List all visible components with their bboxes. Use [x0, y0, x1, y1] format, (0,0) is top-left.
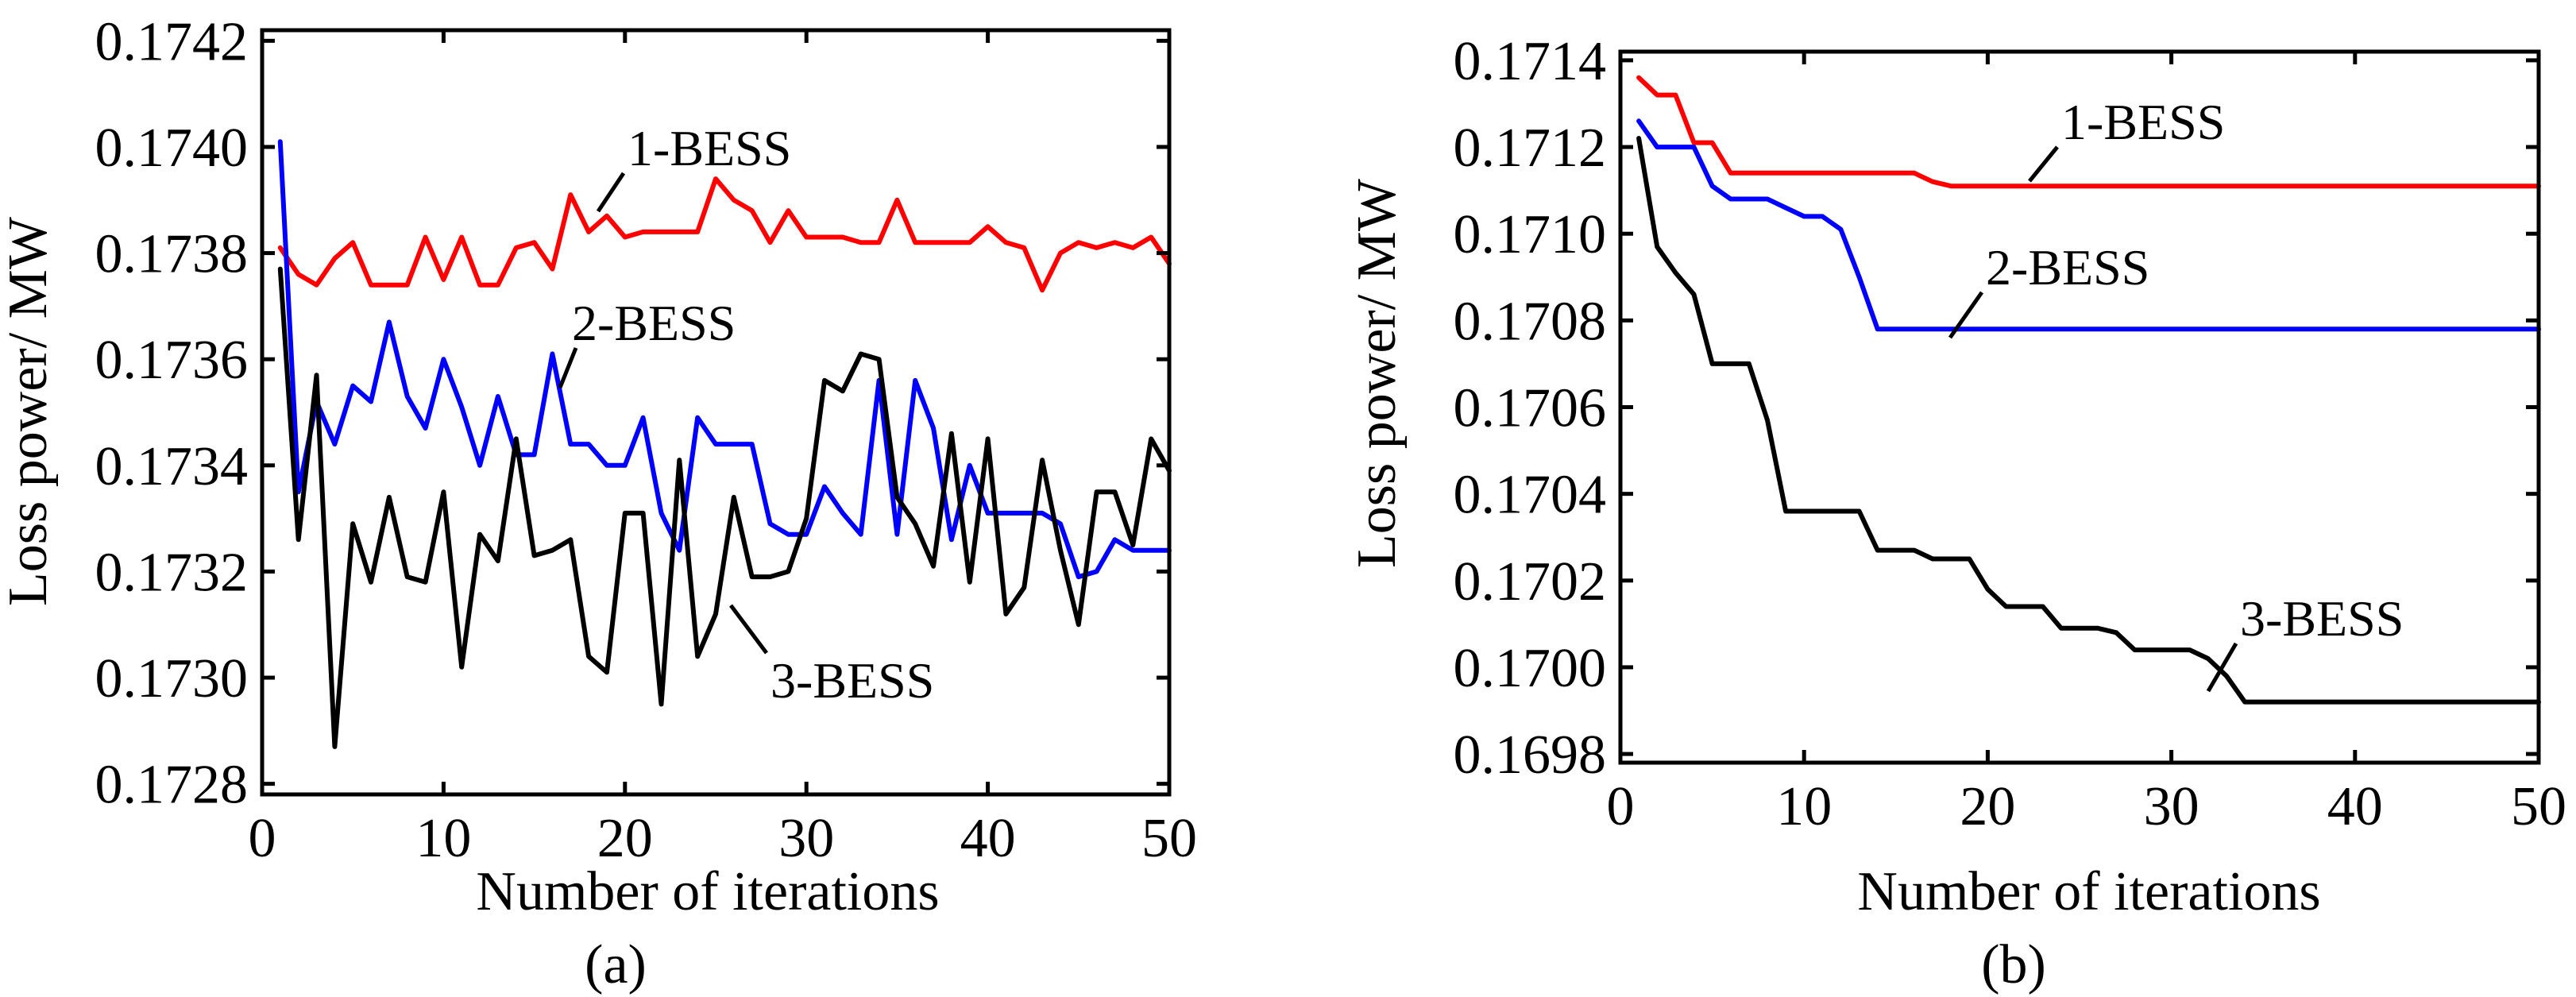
x-tick-labels-b: 0 10 20 30 40 50	[1607, 776, 2567, 837]
y-tick-label: 0.1732	[95, 542, 249, 603]
y-tick-label: 0.1708	[1454, 291, 1607, 352]
x-tick-label: 50	[2511, 776, 2566, 837]
x-tick-label: 50	[1141, 808, 1197, 869]
x-tick-label: 30	[2144, 776, 2199, 837]
axes-frame-a	[260, 28, 1172, 797]
x-tick-labels-a: 0 10 20 30 40 50	[249, 808, 1198, 869]
chart-panel-a: 0 10 20 30 40 50 0.17280.17300.17320.17340.17…	[0, 11, 1197, 995]
y-tick-label: 0.1736	[95, 330, 249, 391]
y-tick-label: 0.1702	[1454, 551, 1607, 612]
series-label-leader-a-1-bess	[596, 172, 626, 213]
series-label-b-1-bess: 1-BESS	[2061, 94, 2225, 150]
series-label-leader-a-2-bess	[558, 347, 578, 388]
series-label-b-3-bess: 3-BESS	[2240, 590, 2404, 647]
y-tick-label: 0.1740	[95, 118, 249, 179]
y-axis-title-b: Loss power/ MW	[1346, 179, 1408, 568]
x-tick-label: 20	[1960, 776, 2015, 837]
series-line-a-1-bess	[277, 176, 1172, 293]
y-tick-labels-a: 0.1728 0.1730 0.1732 0.1734 0.1736 0.1738 0.17…	[95, 11, 249, 815]
series-label-b-2-bess: 2-BESS	[1986, 239, 2149, 296]
y-tick-label: 0.1730	[95, 648, 249, 709]
chart-panel-b: 0 10 20 30 40 50 0.1698 0.1700 0.1702 0.1704 0.17…	[1346, 31, 2566, 995]
series-label-leader-a-3-bess	[729, 604, 768, 655]
y-tick-label: 0.1728	[95, 755, 249, 816]
series-label-a-1-bess: 1-BESS	[628, 120, 791, 176]
series-label-leader-b-2-bess	[1948, 291, 1984, 339]
series-line-a-3-bess	[277, 266, 1172, 749]
panel-caption-a: (a)	[585, 934, 647, 995]
x-tick-label: 30	[778, 808, 834, 869]
y-tick-label: 0.1738	[95, 224, 249, 285]
series-label-leader-b-3-bess	[2206, 642, 2238, 693]
x-tick-label: 0	[249, 808, 276, 869]
x-tick-label: 40	[2327, 776, 2383, 837]
series-line-a-2-bess	[277, 139, 1172, 580]
plot-area-a	[277, 139, 1172, 749]
plot-area-b	[1636, 75, 2541, 705]
x-tick-label: 10	[415, 808, 471, 869]
series-line-b-3-bess	[1636, 136, 2541, 705]
series-label-a-2-bess: 2-BESS	[572, 295, 736, 351]
panel-caption-b: (b)	[1981, 934, 2046, 995]
y-tick-label: 0.1698	[1454, 725, 1607, 786]
y-tick-label: 0.1700	[1454, 638, 1607, 699]
x-tick-label: 20	[597, 808, 653, 869]
series-label-leader-b-1-bess	[2028, 145, 2059, 183]
x-tick-label: 40	[960, 808, 1016, 869]
x-tick-label: 10	[1776, 776, 1832, 837]
y-tick-label: 0.1734	[95, 436, 249, 497]
y-tick-label: 0.1706	[1454, 378, 1607, 439]
series-label-a-3-bess: 3-BESS	[770, 652, 934, 709]
y-tick-label: 0.1712	[1454, 118, 1607, 179]
tick-marks-a	[260, 30, 1172, 794]
x-axis-title-b: Number of iterations	[1857, 861, 2320, 922]
x-axis-title-a: Number of iterations	[476, 861, 939, 922]
y-tick-label: 0.1710	[1454, 204, 1607, 265]
series-line-b-1-bess	[1636, 75, 2541, 189]
y-tick-labels-b: 0.1698 0.1700 0.1702 0.1704 0.1706 0.1708 0.17…	[1454, 31, 1607, 786]
tick-marks-b	[1618, 52, 2541, 763]
y-axis-title-a: Loss power/ MW	[0, 217, 59, 606]
y-tick-label: 0.1714	[1454, 31, 1607, 92]
series-line-b-2-bess	[1636, 118, 2541, 332]
x-tick-label: 0	[1607, 776, 1635, 837]
y-tick-label: 0.1742	[95, 11, 249, 72]
y-tick-label: 0.1704	[1454, 465, 1607, 526]
